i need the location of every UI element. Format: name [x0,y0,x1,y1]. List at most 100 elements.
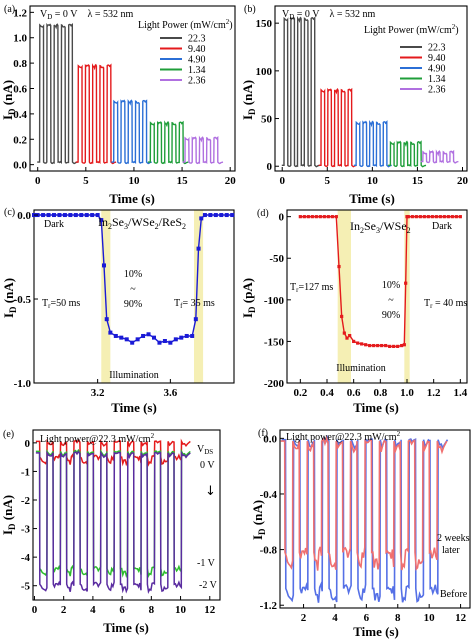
data-point [402,343,406,347]
panel-b-plot [281,15,459,168]
data-point [454,215,458,219]
panel-d-ylabel: ID (pA) [240,278,257,318]
data-point [119,335,124,340]
legend-label: 4.90 [188,55,206,66]
data-point [380,343,384,348]
panel-e-label: (e) [3,429,14,440]
x-tick-label: 6 [119,604,125,616]
series-line-2 weeks later [280,435,448,571]
legend-label: 9.40 [428,53,446,64]
series-line-4.90 [353,119,392,168]
panel-f-ylabel: ID (nA) [250,500,267,540]
panel-f-later-line1: 2 weeks [437,533,470,544]
data-point [345,336,349,340]
panel-f-title: Light power@22.3 mW/cm2 [286,430,401,443]
panel-c-ticks: 3.2 3.6 -1.0 -0.5 0.0 [14,210,178,399]
series-line-2.36 [420,149,459,164]
legend-label: 4.90 [428,64,446,75]
panel-d-ratio-mid: ~ [388,295,394,306]
data-point [384,343,388,348]
panel-f-ticks: 2 4 6 8 10 12 -1.2 -0.8 -0.4 0.0 [260,433,467,624]
data-point [352,339,356,344]
x-tick-label: 8 [395,612,401,624]
panel-c-dark-label: Dark [44,219,64,230]
panel-c-highlight-bands [101,210,204,383]
panel-b-ticks: 0 5 10 15 20 0 50 100 150 [256,18,469,187]
data-point [446,215,450,219]
data-point [104,317,109,322]
panel-e-frame [32,429,221,601]
data-point [314,215,318,219]
data-point [202,213,207,218]
panel-e-bias-2v: -2 V [199,580,218,591]
x-tick-label: 8 [149,604,155,616]
data-point [224,213,229,218]
panel-d-plot [298,215,462,349]
panel-b-label: (b) [244,4,256,15]
series-line-0 V [35,438,191,467]
data-point [298,215,302,219]
data-point [414,215,418,219]
legend-label: 9.40 [188,44,206,55]
data-point [135,337,140,342]
x-tick-label: 1.2 [427,387,441,399]
x-tick-label: 20 [225,175,237,187]
data-point [326,215,330,219]
data-point [196,246,201,251]
data-point [173,337,178,342]
y-tick-label: -5 [21,581,31,593]
data-point [450,215,454,219]
y-tick-label: 0.6 [13,84,27,96]
panel-c-label: (c) [4,207,15,218]
panel-a-ylabel: ID (nA) [0,80,17,120]
panel-f-frame [279,429,471,609]
series-line-2.36 [182,135,224,165]
x-tick-label: 0 [32,604,38,616]
y-tick-label: -150 [264,336,285,348]
series-line-9.40 [318,87,357,168]
panel-d-xlabel: Time (s) [353,400,399,415]
panel-d-title: In2Se3/WSe2 [350,219,411,235]
data-point [406,215,410,219]
panel-b-ylabel: ID (nA) [240,80,257,120]
data-point [438,215,442,219]
data-point [404,281,408,285]
data-point [84,213,89,218]
data-point [141,333,146,338]
panel-c-ratio-top: 10% [124,269,142,280]
panel-d-fall-time: Tr = 40 ms [424,298,467,310]
data-point [334,215,338,219]
panel-f-later-line2: later [442,545,460,556]
panel-c-fall-time: Tf= 35 ms [174,298,215,310]
y-tick-label: -3 [21,524,31,536]
x-tick-label: 10 [367,175,379,187]
data-point [342,331,346,335]
x-tick-label: 2 [301,612,307,624]
y-tick-label: 0.0 [263,433,277,445]
y-tick-label: -200 [264,378,285,390]
series-line-1.34 [147,120,189,165]
panel-b-frame [274,5,468,172]
data-point [146,332,151,337]
data-point [199,216,204,221]
y-tick-label: 1.2 [13,7,27,19]
panel-a-legend: 22.39.404.901.342.36 [160,34,206,87]
legend-label: 22.3 [428,43,446,54]
y-tick-label: -1 [21,466,30,478]
x-tick-label: 2 [61,604,67,616]
y-tick-label: 50 [261,114,273,126]
x-tick-label: 3.6 [163,387,177,399]
y-tick-label: -100 [264,295,285,307]
panel-c-title: In2Se3/WSe2/ReS2 [98,215,186,231]
y-tick-label: 1.0 [13,33,27,45]
x-tick-label: 6 [364,612,370,624]
panel-d-highlight-bands [337,210,410,383]
panel-d-dark-label: Dark [432,221,452,232]
data-point [62,213,67,218]
panel-c-frame [33,209,235,384]
x-tick-label: 0 [279,175,285,187]
legend-label: 2.36 [188,76,206,87]
y-tick-label: 0 [25,438,31,450]
panel-a-label: (a) [4,4,15,15]
